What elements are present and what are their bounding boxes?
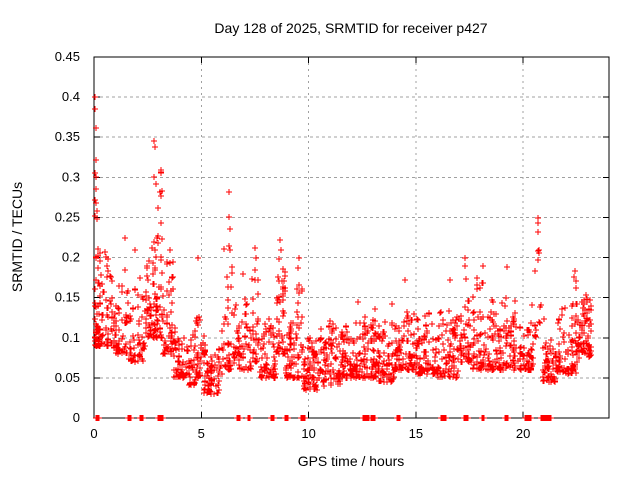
y-tick-label: 0.05 xyxy=(55,370,80,385)
x-tick-label: 0 xyxy=(90,426,97,441)
y-tick-label: 0.35 xyxy=(55,129,80,144)
chart-title: Day 128 of 2025, SRMTID for receiver p42… xyxy=(214,20,487,36)
y-tick-label: 0 xyxy=(73,410,80,425)
tick-labels: 0 5 10 15 20 0 0.05 0.1 0.15 0.2 0.25 0.3 0.35 0.4 0.4… xyxy=(55,49,531,441)
y-tick-label: 0.1 xyxy=(62,330,80,345)
y-tick-label: 0.45 xyxy=(55,49,80,64)
scatter-points-path xyxy=(92,94,594,421)
plot-border xyxy=(93,56,610,419)
x-tick-label: 20 xyxy=(516,426,530,441)
x-tick-label: 5 xyxy=(198,426,205,441)
y-tick-label: 0.15 xyxy=(55,290,80,305)
x-tick-label: 10 xyxy=(301,426,315,441)
y-tick-label: 0.2 xyxy=(62,250,80,265)
y-tick-label: 0.25 xyxy=(55,209,80,224)
y-axis-label: SRMTID / TECUs xyxy=(9,182,25,292)
y-tick-label: 0.4 xyxy=(62,89,80,104)
data-points xyxy=(92,94,594,421)
x-axis-label: GPS time / hours xyxy=(298,453,405,469)
y-tick-label: 0.3 xyxy=(62,169,80,184)
x-tick-label: 15 xyxy=(409,426,423,441)
